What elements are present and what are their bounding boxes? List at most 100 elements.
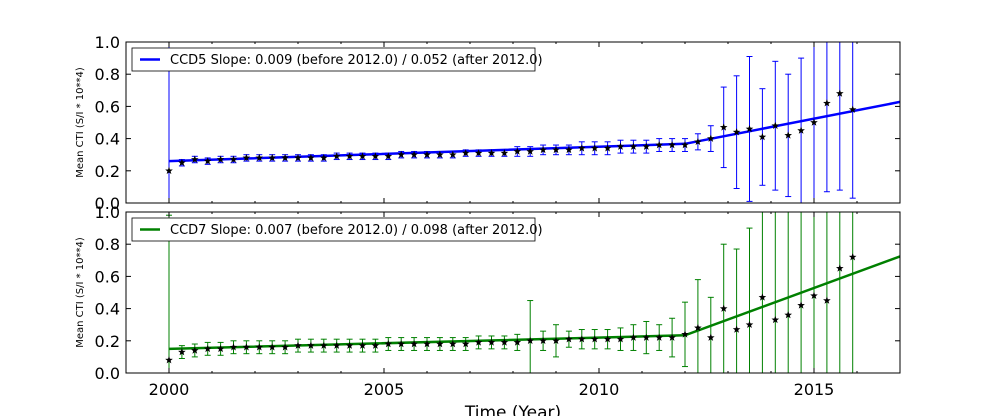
data-point [397,340,405,348]
data-point [229,343,238,351]
data-point [719,123,728,131]
fit-line [168,255,900,351]
data-point [255,153,264,162]
data-point [526,147,534,155]
data-point [384,340,393,348]
data-point [178,348,186,356]
data-point [345,152,354,160]
data-point [203,157,212,165]
data-point [836,89,844,97]
y-axis-label: Mean CTI (S/I * 10**4) [75,67,86,178]
data-point [281,343,289,351]
data-point [461,149,470,157]
data-point [474,149,483,157]
data-point [552,145,560,154]
data-point [758,293,767,301]
data-point [500,338,509,346]
data-point [810,118,818,126]
data-point [423,150,431,158]
data-point [320,153,328,162]
data-point [590,144,599,152]
data-point [487,338,496,346]
y-tick-label: 0.6 [95,97,120,116]
data-point [681,141,689,149]
data-point [229,155,238,163]
data-point [771,315,780,324]
data-point [358,341,367,349]
data-point [655,141,663,149]
data-point [629,142,638,150]
x-tick-label: 2015 [794,380,835,399]
y-tick-label: 0.2 [95,162,120,181]
data-point [191,346,199,354]
data-point [732,128,741,136]
y-tick-label: 0.2 [95,332,120,351]
data-point [320,341,328,349]
data-point [165,356,173,364]
data-point [449,150,457,158]
data-point [642,333,651,341]
data-point [616,142,625,150]
data-point [668,333,676,341]
data-point [371,152,380,160]
y-tick-label: 0.8 [95,235,120,254]
data-point [281,153,289,162]
data-point [410,340,418,348]
data-point [268,153,276,162]
data-point [332,341,341,349]
data-point [449,340,457,348]
data-point [578,335,586,343]
data-point [629,333,638,341]
data-point [565,145,573,154]
data-point [552,336,560,345]
data-point [436,150,444,158]
legend-box [131,47,536,72]
data-point [707,333,715,341]
data-point [668,141,676,149]
data-point [771,121,780,129]
legend: CCD5 Slope: 0.009 (before 2012.0) / 0.05… [131,47,543,72]
data-point [191,155,199,163]
data-point [255,343,264,351]
y-tick-label: 1.0 [95,33,120,52]
data-point [719,304,728,312]
y-tick-label: 0.4 [95,300,120,319]
data-point [474,338,483,346]
data-point [513,338,522,346]
data-point [216,155,225,163]
data-point [500,149,509,157]
data-layer [165,42,900,203]
data-point [823,99,831,107]
legend-box [131,217,536,242]
data-point [784,131,792,139]
panel-ccd5: 0.0 0.2 0.4 0.6 0.8 1.0 Mean CTI (S/I * 10**4)… [75,33,901,213]
x-axis-label: Time (Year) [464,403,561,416]
data-point [294,153,302,162]
data-point [397,150,405,158]
data-point [242,153,251,162]
y-tick-label: 0.0 [95,194,120,213]
data-point [203,344,212,353]
data-point [358,152,367,160]
data-point [836,264,844,272]
data-point [642,142,651,150]
data-point [758,132,767,141]
data-point [268,343,276,351]
data-point [797,301,805,309]
data-point [294,341,302,349]
data-point [823,296,831,304]
data-point [707,134,715,142]
x-tick-label: 2000 [149,380,190,399]
data-point [797,126,805,134]
data-point [848,105,857,113]
data-point [242,343,251,351]
data-point [565,335,573,343]
y-tick-label: 0.0 [95,364,120,383]
data-point [810,291,818,299]
data-point [578,144,586,152]
data-point [590,335,599,343]
data-point [848,253,857,261]
data-point [603,144,612,152]
data-point [384,152,393,160]
